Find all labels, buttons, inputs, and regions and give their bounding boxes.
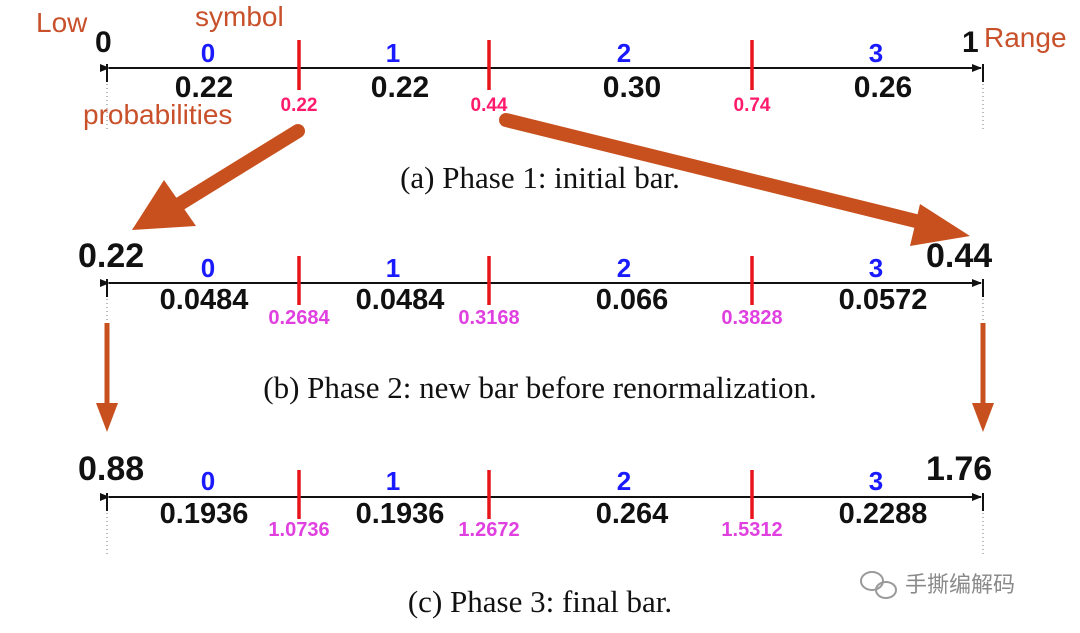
probability-value: 0.2288	[839, 498, 928, 530]
probability-value: 0.30	[603, 71, 661, 104]
phase-bar-3: 0.88 1.76 0 1 2 3 0.1936 0.1936 0.264 0.2288 1.073…	[78, 450, 992, 619]
symbol-label: 0	[201, 466, 215, 496]
phase-bar-2: 0.22 0.44 0 1 2 3 0.0484 0.0484 0.066 0.0572 0.268…	[78, 237, 992, 405]
probability-value: 0.26	[854, 71, 912, 104]
probability-value: 0.22	[371, 71, 429, 104]
boundary-value: 1.5312	[721, 519, 782, 541]
symbol-label: 1	[386, 38, 400, 68]
symbol-annotation: symbol	[195, 1, 284, 32]
down-arrow-right	[972, 323, 994, 432]
boundary-value: 0.22	[281, 95, 318, 116]
low-annotation: Low	[36, 7, 88, 38]
symbol-label: 2	[617, 38, 631, 68]
range-high-label: 0.44	[926, 237, 992, 275]
boundary-value: 0.2684	[268, 307, 330, 329]
phase-bar-1: 0 1 0 1 2 3 0.22 0.22 0.30 0.26 0.22 0.44 0.74 (a) Ph…	[95, 26, 984, 195]
boundary-value: 0.74	[734, 95, 771, 116]
symbol-label: 1	[386, 253, 400, 283]
symbol-label: 2	[617, 253, 631, 283]
symbol-label: 3	[869, 38, 883, 68]
symbol-label: 2	[617, 466, 631, 496]
phase-caption: (a) Phase 1: initial bar.	[400, 160, 680, 195]
boundary-value: 1.0736	[268, 519, 329, 541]
pointer-arrow-to-low	[132, 124, 305, 230]
down-arrow-left	[96, 323, 118, 432]
range-low-label: 0.22	[78, 237, 144, 275]
probability-value: 0.1936	[160, 498, 249, 530]
symbol-label: 3	[869, 253, 883, 283]
phase-caption: (c) Phase 3: final bar.	[408, 584, 672, 619]
range-annotation: Range	[984, 22, 1067, 53]
boundary-value: 0.3168	[458, 307, 519, 329]
range-low-label: 0.88	[78, 450, 144, 488]
probabilities-annotation: probabilities	[83, 99, 232, 130]
probability-value: 0.0484	[160, 284, 249, 316]
boundary-value: 1.2672	[458, 519, 519, 541]
boundary-value: 0.3828	[721, 307, 782, 329]
wechat-icon	[860, 571, 897, 599]
probability-value: 0.1936	[356, 498, 445, 530]
probability-value: 0.0572	[839, 284, 928, 316]
phase-caption: (b) Phase 2: new bar before renormalizat…	[263, 370, 816, 405]
symbol-label: 0	[201, 253, 215, 283]
probability-value: 0.22	[175, 71, 233, 104]
boundary-value: 0.44	[471, 95, 508, 116]
probability-value: 0.0484	[356, 284, 445, 316]
watermark-text: 手撕编解码	[905, 573, 1015, 598]
symbol-label: 1	[386, 466, 400, 496]
watermark: 手撕编解码	[860, 571, 1015, 599]
symbol-label: 0	[201, 38, 215, 68]
probability-value: 0.264	[596, 498, 669, 530]
pointer-arrow-to-high	[499, 113, 970, 246]
range-low-label: 0	[95, 26, 112, 59]
range-high-label: 1	[962, 26, 979, 59]
symbol-label: 3	[869, 466, 883, 496]
probability-value: 0.066	[596, 284, 669, 316]
range-high-label: 1.76	[926, 450, 992, 488]
